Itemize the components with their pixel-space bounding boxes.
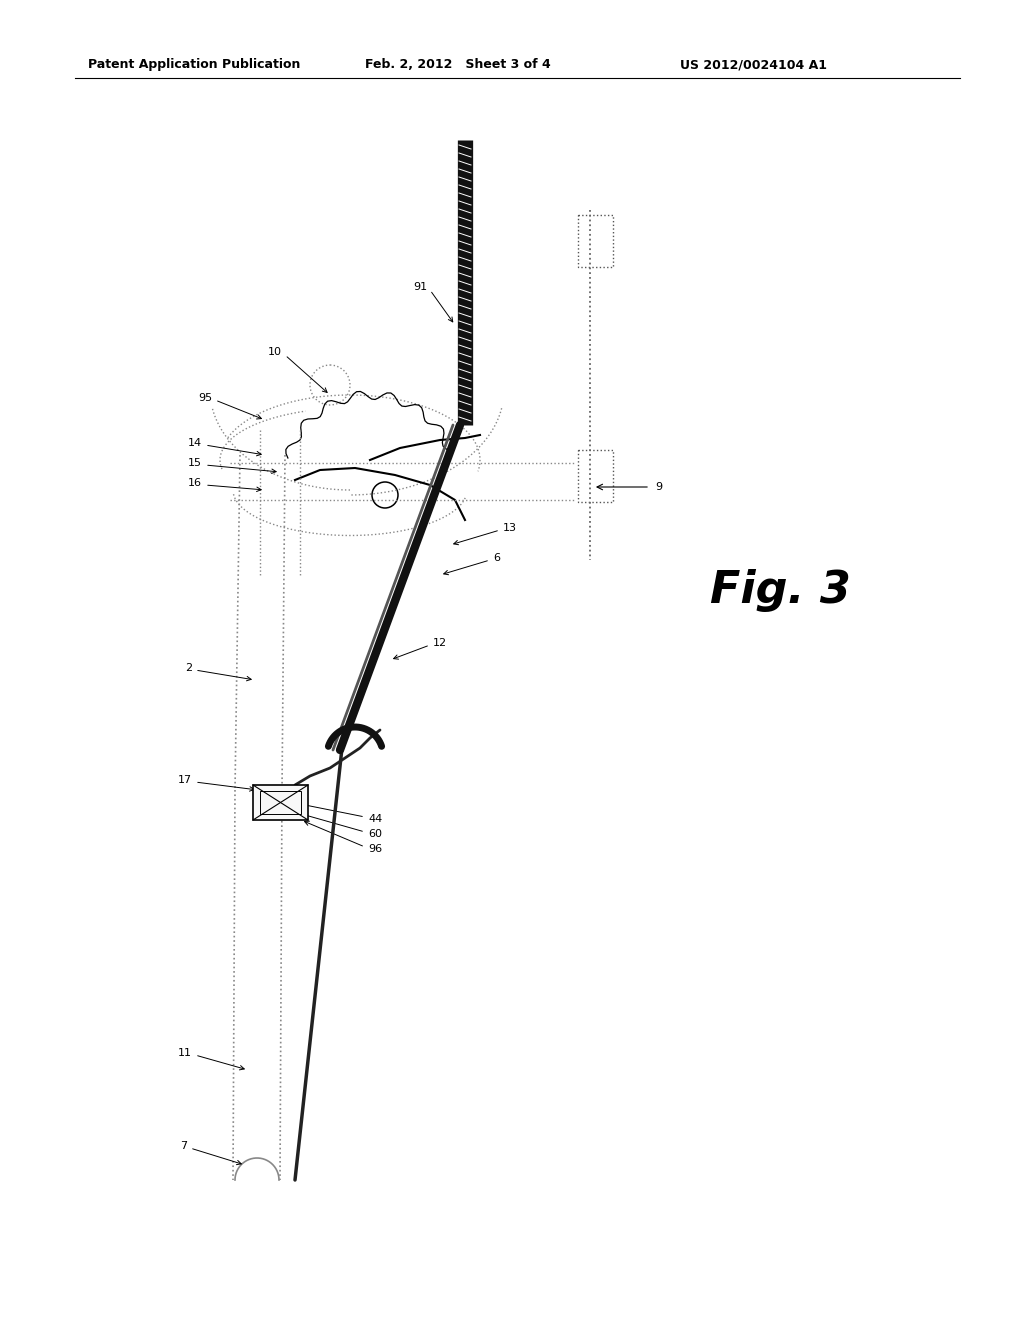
Text: 17: 17 [178, 775, 193, 785]
Text: Patent Application Publication: Patent Application Publication [88, 58, 300, 71]
Bar [578, 215, 613, 267]
Text: 13: 13 [503, 523, 517, 533]
Text: 2: 2 [185, 663, 193, 673]
Text: 11: 11 [178, 1048, 193, 1059]
Text: 91: 91 [413, 282, 427, 292]
Text: 60: 60 [368, 829, 382, 840]
Text: 16: 16 [188, 478, 202, 488]
Text: 14: 14 [187, 438, 202, 447]
Text: 15: 15 [188, 458, 202, 469]
Text: 10: 10 [268, 347, 282, 356]
Text: 95: 95 [198, 393, 212, 403]
Text: Feb. 2, 2012   Sheet 3 of 4: Feb. 2, 2012 Sheet 3 of 4 [365, 58, 551, 71]
Bar [260, 791, 301, 814]
Text: 96: 96 [368, 843, 382, 854]
Text: 9: 9 [655, 482, 663, 492]
Text: 12: 12 [433, 638, 447, 648]
Text: US 2012/0024104 A1: US 2012/0024104 A1 [680, 58, 827, 71]
Bar [578, 450, 613, 502]
Bar [253, 785, 308, 820]
Text: 7: 7 [180, 1140, 187, 1151]
Text: 44: 44 [368, 814, 382, 824]
Text: 6: 6 [493, 553, 500, 564]
Text: Fig. 3: Fig. 3 [710, 569, 851, 611]
